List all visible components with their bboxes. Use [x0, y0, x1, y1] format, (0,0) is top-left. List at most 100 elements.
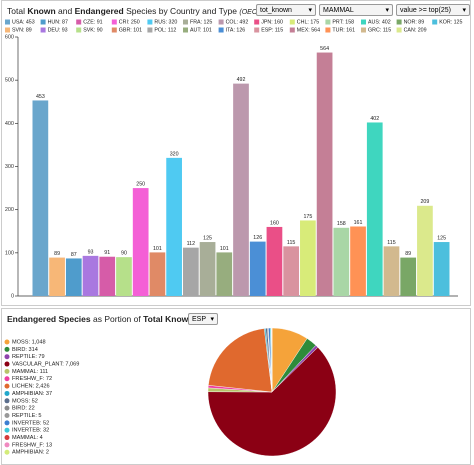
bar [333, 227, 350, 296]
legend-label: INVERTEB: 32 [12, 428, 49, 434]
legend-label: REPTILE: 5 [12, 413, 42, 419]
legend-swatch [396, 27, 402, 33]
value-label: 158 [337, 221, 346, 227]
value-label: 87 [71, 252, 77, 258]
legend-label: GBR: 101 [119, 27, 142, 33]
legend-swatch [254, 27, 260, 33]
legend-label: PRT: 158 [332, 19, 354, 25]
value-label: 115 [387, 240, 395, 246]
legend-label: ESP: 115 [261, 27, 283, 33]
title-part: Species by Country and Type [126, 6, 237, 16]
value-label: 492 [237, 77, 246, 83]
y-tick-label: 300 [5, 164, 14, 170]
legend-label: SVN: 89 [12, 27, 32, 33]
title-part: Endangered Species [7, 314, 91, 324]
legend-label: SVK: 90 [83, 27, 102, 33]
legend-swatch [4, 420, 10, 426]
legend-label: POL: 112 [154, 27, 176, 33]
value-label: 402 [370, 116, 379, 122]
legend-swatch [4, 442, 10, 448]
legend-label: CRI: 250 [119, 19, 140, 25]
bar [99, 256, 116, 296]
legend-label: FRESHW_F: 13 [12, 442, 52, 448]
value-label: 564 [320, 46, 329, 52]
bar [166, 157, 182, 296]
legend-swatch [4, 346, 10, 352]
value-label: 161 [354, 220, 363, 226]
legend-label: AMPHIBIAN: 2 [12, 450, 49, 456]
y-tick-label: 100 [5, 250, 14, 256]
bar [233, 83, 249, 297]
legend-swatch [4, 449, 10, 455]
bar [116, 257, 132, 296]
bar [283, 246, 300, 296]
legend-swatch [147, 19, 153, 25]
filter-dropdown[interactable]: value >= top(25) [396, 4, 470, 17]
legend-swatch [4, 427, 10, 433]
bar [65, 258, 82, 296]
value-label: 101 [220, 246, 229, 252]
country-dropdown[interactable]: ESP [188, 313, 218, 326]
bar [182, 247, 199, 296]
title-note: (OECD) [239, 9, 265, 16]
legend-swatch [432, 19, 438, 25]
bar [433, 242, 450, 296]
legend-label: BIRD: 314 [12, 347, 38, 353]
legend-label: CAN: 209 [404, 27, 427, 33]
legend-swatch [4, 339, 10, 345]
legend-label: HUN: 87 [48, 19, 68, 25]
legend-swatch [183, 19, 188, 25]
value-label: 250 [136, 181, 145, 187]
legend-label: FRESHW_F: 72 [12, 376, 52, 382]
bar [132, 188, 149, 296]
bar [350, 226, 366, 296]
y-tick-label: 0 [11, 293, 14, 299]
legend-label: MAMMAL: 111 [12, 369, 48, 375]
legend-label: USA: 453 [12, 19, 35, 25]
legend-swatch [76, 19, 82, 25]
bar [149, 252, 166, 296]
legend-label: RUS: 320 [154, 19, 177, 25]
value-label: 91 [104, 250, 110, 256]
legend-swatch [325, 27, 331, 33]
title-part: as Portion of [93, 314, 141, 324]
legend-label: MAMMAL: 4 [12, 435, 43, 441]
legend-swatch [289, 27, 295, 33]
value-label: 126 [253, 235, 262, 241]
legend-label: INVERTEB: 52 [12, 420, 49, 426]
legend-swatch [325, 19, 331, 25]
legend-swatch [111, 27, 117, 33]
value-label: 209 [420, 199, 429, 205]
value-label: 125 [437, 235, 446, 241]
legend-swatch [4, 390, 10, 396]
legend-swatch [4, 368, 10, 374]
legend-swatch [4, 398, 10, 404]
legend-label: DEU: 93 [48, 27, 68, 33]
legend-label: VASCULAR_PLANT: 7,069 [12, 362, 79, 368]
legend-label: BIRD: 22 [12, 406, 35, 412]
bar [417, 205, 433, 296]
legend-swatch [4, 405, 10, 411]
legend-label: GRC: 115 [368, 27, 391, 33]
legend-label: REPTILE: 79 [12, 354, 45, 360]
type-dropdown[interactable]: MAMMAL [319, 4, 393, 17]
legend-swatch [4, 361, 10, 367]
bar [300, 220, 316, 296]
legend-swatch [40, 27, 46, 33]
legend-label: MOSS: 52 [12, 398, 38, 404]
bar [400, 257, 417, 296]
legend-swatch [218, 27, 224, 33]
legend-label: CZE: 91 [83, 19, 102, 25]
measure-dropdown[interactable]: tot_known [256, 4, 316, 17]
legend-label: NOR: 89 [404, 19, 425, 25]
legend-swatch [218, 19, 224, 25]
legend-label: MEX: 564 [297, 27, 320, 33]
title-part: Total Known [143, 314, 194, 324]
legend-swatch [4, 383, 10, 389]
legend-label: AUS: 402 [368, 19, 391, 25]
y-tick-label: 400 [5, 121, 14, 127]
pie-slice [208, 328, 273, 393]
bar [49, 257, 65, 296]
legend-label: AUT: 101 [190, 27, 212, 33]
